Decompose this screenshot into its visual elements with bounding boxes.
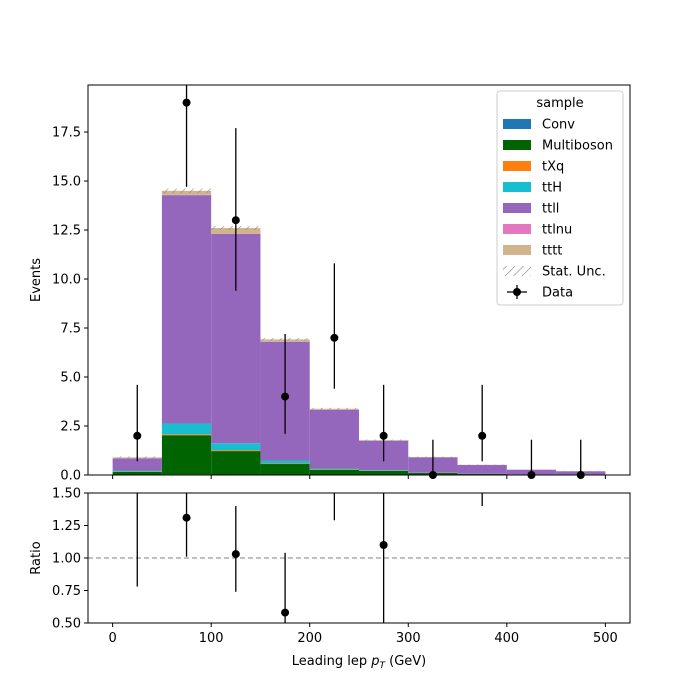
legend-label-2: tXq xyxy=(542,160,564,175)
legend: sample Conv Multiboson tXq ttH ttll ttlnu tttt… xyxy=(496,90,624,306)
legend-swatch-6 xyxy=(503,245,531,255)
bar-multiboson-5 xyxy=(359,470,409,475)
y-tick-label-2: 5.0 xyxy=(60,371,81,386)
data-points xyxy=(133,85,585,479)
ratio-y-tick-label-4: 1.50 xyxy=(52,487,81,502)
bar-multiboson-4 xyxy=(309,469,359,475)
legend-label-1: Multiboson xyxy=(542,139,613,154)
bar-ttll-1 xyxy=(161,195,212,424)
ratio-y-ticks: 0.50 0.75 1.00 1.25 1.50 xyxy=(52,487,88,632)
legend-swatch-2 xyxy=(503,161,531,171)
ratio-y-tick-label-2: 1.00 xyxy=(52,552,81,567)
y-tick-label-1: 2.5 xyxy=(60,420,81,435)
legend-item-data: Data xyxy=(507,285,573,301)
bar-tth-0 xyxy=(112,470,162,472)
y-tick-label-7: 17.5 xyxy=(52,126,81,141)
bar-ttll-4 xyxy=(309,409,359,469)
legend-swatch-1 xyxy=(503,140,531,150)
bar-tth-4 xyxy=(309,468,359,470)
stat-unc-1 xyxy=(161,188,212,194)
x-tick-label-4: 400 xyxy=(494,631,519,646)
data-point-5 xyxy=(379,431,388,440)
stat-unc-7 xyxy=(457,464,507,466)
legend-item-conv: Conv xyxy=(503,118,575,133)
legend-item-txq: tXq xyxy=(503,160,564,175)
legend-label-6: tttt xyxy=(542,244,562,259)
legend-swatch-5 xyxy=(503,224,531,234)
legend-swatch-0 xyxy=(503,119,531,129)
legend-item-multiboson: Multiboson xyxy=(503,139,613,154)
bar-txq-2 xyxy=(211,450,261,452)
legend-item-ttll: ttll xyxy=(503,202,559,217)
legend-swatch-4 xyxy=(503,203,531,213)
bar-ttll-0 xyxy=(112,458,162,471)
ratio-y-tick-label-1: 0.75 xyxy=(52,584,81,599)
bar-multiboson-1 xyxy=(161,435,212,475)
x-tick-label-5: 500 xyxy=(593,631,618,646)
legend-swatch-3 xyxy=(503,182,531,192)
x-axis-label: Leading lep pT (GeV) xyxy=(292,654,426,671)
data-point-0 xyxy=(133,431,142,440)
ratio-point-5 xyxy=(379,541,388,549)
main-y-ticks: 0.0 2.5 5.0 7.5 10.0 12.5 15.0 17.5 xyxy=(52,126,88,484)
data-point-1 xyxy=(182,98,191,107)
bar-multiboson-0 xyxy=(112,471,162,475)
ratio-point-1 xyxy=(182,513,191,522)
data-point-2 xyxy=(231,216,240,225)
data-point-4 xyxy=(330,333,339,342)
x-tick-label-2: 200 xyxy=(297,631,322,646)
ratio-point-3 xyxy=(281,608,290,617)
x-axis-label-subscript: T xyxy=(379,661,386,671)
x-axis-label-symbol: p xyxy=(370,654,379,669)
legend-data-marker xyxy=(513,288,521,296)
y-tick-label-6: 15.0 xyxy=(52,175,81,190)
legend-label-0: Conv xyxy=(542,118,575,133)
legend-item-ttlnu: ttlnu xyxy=(503,223,572,238)
legend-items: Conv Multiboson tXq ttH ttll ttlnu tttt Stat. U… xyxy=(503,118,613,301)
x-tick-label-3: 300 xyxy=(396,631,421,646)
main-panel: 0.0 2.5 5.0 7.5 10.0 12.5 15.0 17.5 Events xyxy=(29,84,631,484)
main-x-ticks xyxy=(112,475,606,479)
legend-label-7: Stat. Unc. xyxy=(542,265,606,280)
legend-item-stat-unc-: Stat. Unc. xyxy=(503,265,606,280)
ratio-y-axis-label: Ratio xyxy=(29,541,44,574)
bar-txq-3 xyxy=(260,463,310,465)
bar-tth-2 xyxy=(211,443,261,451)
stat-unc-4 xyxy=(309,407,359,410)
y-tick-label-3: 7.5 xyxy=(60,322,81,337)
data-point-3 xyxy=(281,392,290,401)
legend-title: sample xyxy=(536,96,583,111)
ratio-points xyxy=(136,493,483,623)
y-tick-label-5: 12.5 xyxy=(52,224,81,239)
bar-txq-1 xyxy=(161,434,212,436)
ratio-point-2 xyxy=(231,550,240,559)
y-tick-label-4: 10.0 xyxy=(52,273,81,288)
legend-label-5: ttlnu xyxy=(542,223,572,238)
x-tick-label-0: 0 xyxy=(108,631,116,646)
legend-item-tth: ttH xyxy=(503,181,562,196)
ratio-x-ticks: 0 100 200 300 400 500 xyxy=(108,623,618,646)
bar-ttll-7 xyxy=(457,465,507,474)
bar-multiboson-3 xyxy=(260,464,310,475)
y-axis-label: Events xyxy=(29,258,44,302)
legend-item-tttt: tttt xyxy=(503,244,562,259)
y-tick-label-0: 0.0 xyxy=(60,469,81,484)
data-point-7 xyxy=(478,431,487,440)
bar-tth-1 xyxy=(161,423,212,435)
ratio-y-tick-label-3: 1.25 xyxy=(52,519,81,534)
legend-label-4: ttll xyxy=(542,202,559,217)
ratio-panel: 0.50 0.75 1.00 1.25 1.50 0 100 200 300 400 500 Ra… xyxy=(29,487,631,671)
x-axis-label-main: Leading lep xyxy=(292,654,371,669)
bar-tth-5 xyxy=(359,470,409,471)
bar-multiboson-2 xyxy=(211,451,261,475)
x-tick-label-1: 100 xyxy=(199,631,224,646)
legend-unc-swatch xyxy=(503,266,531,276)
ratio-y-tick-label-0: 0.50 xyxy=(52,617,81,632)
legend-label-3: ttH xyxy=(542,181,562,196)
x-axis-label-unit: (GeV) xyxy=(385,654,426,669)
main-axes-frame xyxy=(87,84,631,476)
bar-tth-3 xyxy=(260,460,310,464)
legend-label-8: Data xyxy=(542,286,573,301)
